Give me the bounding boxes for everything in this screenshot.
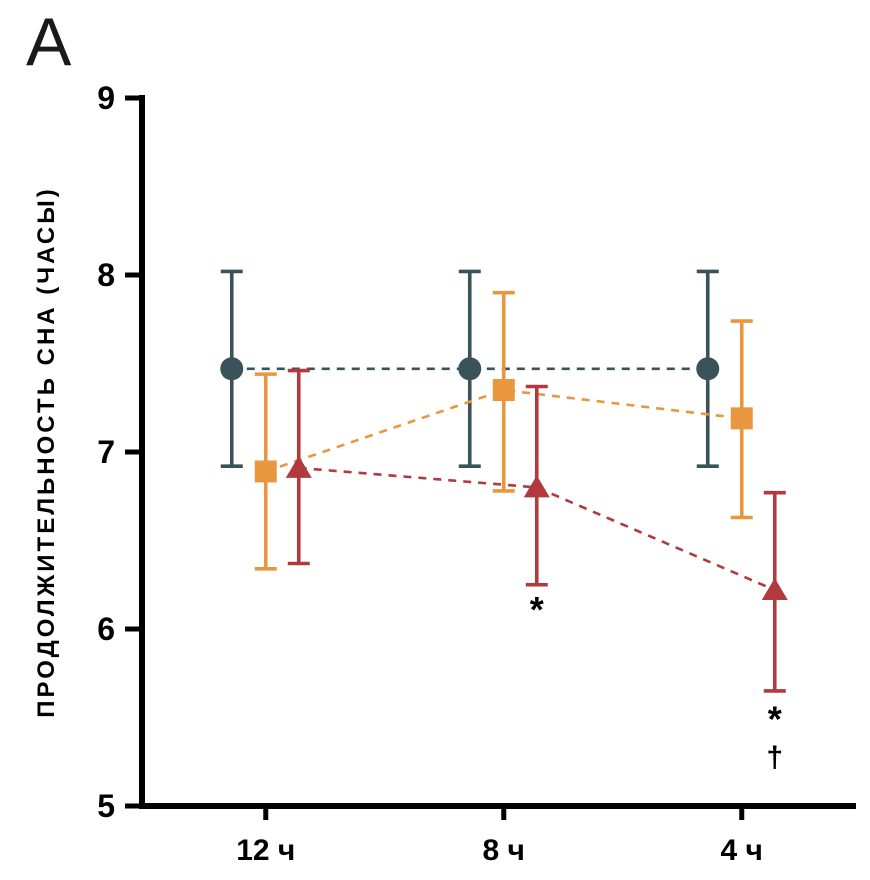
orange-square-series-line — [265, 388, 742, 473]
dark-circle-series-marker — [220, 357, 244, 381]
annotation-asterisk: * — [530, 589, 544, 630]
x-tick-label: 12 ч — [236, 834, 295, 867]
orange-square-series-marker — [254, 460, 277, 483]
annotation-asterisk: * — [768, 699, 782, 740]
orange-square-series-marker — [730, 407, 753, 430]
y-tick-label: 8 — [97, 257, 115, 293]
y-tick-label: 5 — [97, 788, 115, 824]
y-tick-label: 6 — [97, 611, 115, 647]
orange-square-series-marker — [492, 379, 515, 402]
annotation-dagger: † — [766, 741, 783, 774]
red-triangle-series-marker — [285, 455, 312, 478]
red-triangle-series-marker — [761, 578, 788, 601]
red-triangle-series-marker — [523, 475, 550, 498]
y-tick-label: 9 — [97, 80, 115, 116]
dark-circle-series-marker — [696, 357, 720, 381]
x-tick-label: 4 ч — [721, 834, 763, 867]
y-axis-title: ПРОДОЛЖИТЕЛЬНОСТЬ СНА (ЧАСЫ) — [33, 186, 60, 717]
x-tick-label: 8 ч — [483, 834, 525, 867]
red-triangle-series-line — [298, 466, 776, 592]
dark-circle-series-marker — [458, 357, 482, 381]
panel-label: A — [26, 4, 72, 80]
y-tick-label: 7 — [97, 434, 115, 470]
